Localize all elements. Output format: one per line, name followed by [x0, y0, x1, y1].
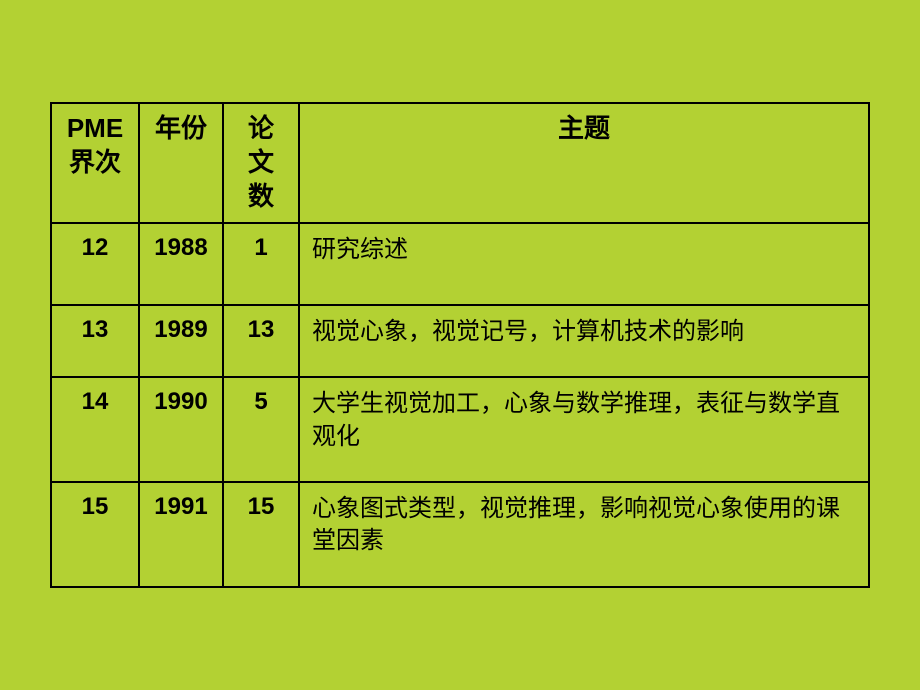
cell-topic: 心象图式类型，视觉推理，影响视觉心象使用的课堂因素 [299, 482, 869, 587]
cell-year: 1991 [139, 482, 223, 587]
table-row: 15 1991 15 心象图式类型，视觉推理，影响视觉心象使用的课堂因素 [51, 482, 869, 587]
header-pme-line2: 界次 [69, 147, 121, 177]
cell-count: 5 [223, 377, 299, 482]
pme-table: PME 界次 年份 论文 数 主题 12 1988 1 研究综述 13 1989 [50, 102, 870, 588]
cell-pme: 13 [51, 305, 139, 377]
header-row: PME 界次 年份 论文 数 主题 [51, 103, 869, 222]
cell-count: 13 [223, 305, 299, 377]
pme-table-container: PME 界次 年份 论文 数 主题 12 1988 1 研究综述 13 1989 [50, 102, 870, 588]
cell-topic: 视觉心象，视觉记号，计算机技术的影响 [299, 305, 869, 377]
table-header: PME 界次 年份 论文 数 主题 [51, 103, 869, 222]
cell-year: 1988 [139, 223, 223, 305]
cell-year: 1989 [139, 305, 223, 377]
table-row: 12 1988 1 研究综述 [51, 223, 869, 305]
header-count-line1: 论文 [248, 113, 274, 177]
cell-year: 1990 [139, 377, 223, 482]
cell-pme: 12 [51, 223, 139, 305]
header-pme: PME 界次 [51, 103, 139, 222]
cell-count: 15 [223, 482, 299, 587]
header-count: 论文 数 [223, 103, 299, 222]
header-topic: 主题 [299, 103, 869, 222]
header-count-line2: 数 [248, 181, 274, 211]
header-pme-line1: PME [67, 113, 123, 143]
header-year: 年份 [139, 103, 223, 222]
cell-topic: 大学生视觉加工，心象与数学推理，表征与数学直观化 [299, 377, 869, 482]
cell-pme: 14 [51, 377, 139, 482]
cell-topic: 研究综述 [299, 223, 869, 305]
table-row: 13 1989 13 视觉心象，视觉记号，计算机技术的影响 [51, 305, 869, 377]
table-row: 14 1990 5 大学生视觉加工，心象与数学推理，表征与数学直观化 [51, 377, 869, 482]
cell-count: 1 [223, 223, 299, 305]
cell-pme: 15 [51, 482, 139, 587]
table-body: 12 1988 1 研究综述 13 1989 13 视觉心象，视觉记号，计算机技… [51, 223, 869, 587]
